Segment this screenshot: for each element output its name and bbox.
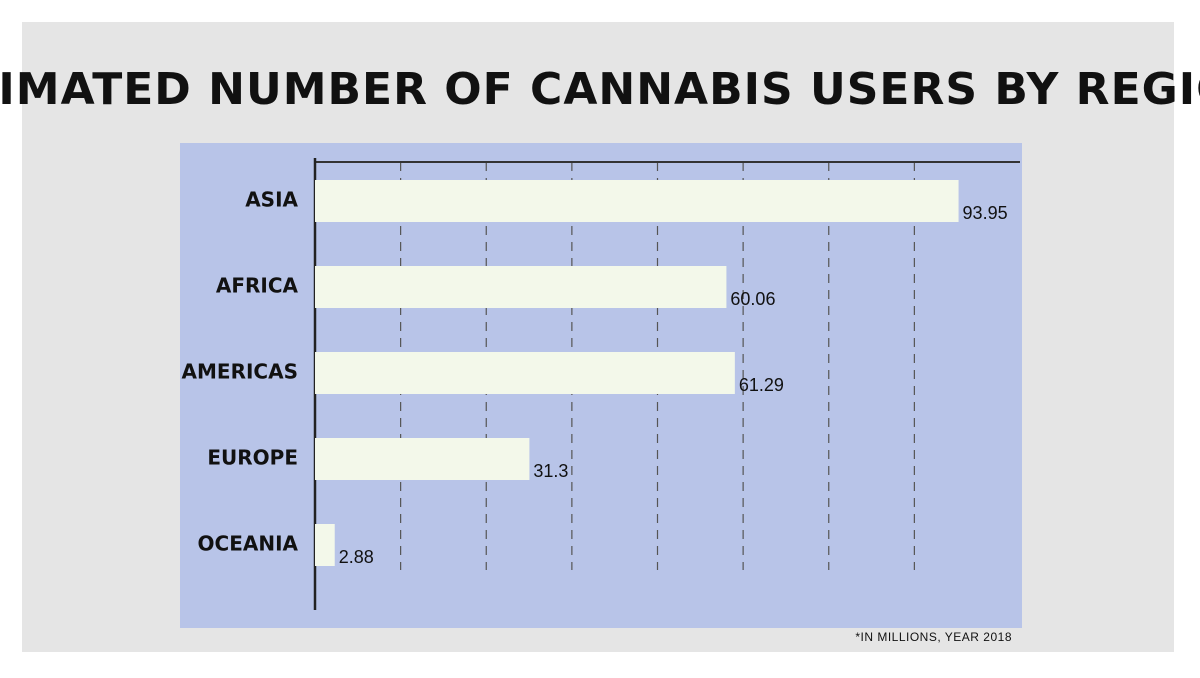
- category-label: ASIA: [245, 188, 298, 212]
- bar: [315, 438, 530, 480]
- footnote: *IN MILLIONS, YEAR 2018: [855, 630, 1012, 644]
- value-label: 2.88: [339, 547, 374, 567]
- value-label: 61.29: [739, 375, 784, 395]
- bar: [315, 352, 735, 394]
- bar: [315, 266, 727, 308]
- value-label: 31.3: [533, 461, 568, 481]
- category-label: OCEANIA: [198, 532, 299, 556]
- value-label: 93.95: [963, 203, 1008, 223]
- value-label: 60.06: [730, 289, 775, 309]
- category-label: EUROPE: [207, 446, 298, 470]
- category-label: AMERICAS: [182, 360, 298, 384]
- category-label: AFRICA: [216, 274, 299, 298]
- bar: [315, 180, 959, 222]
- chart-title: ESTIMATED NUMBER OF CANNABIS USERS BY RE…: [0, 64, 1200, 115]
- bar: [315, 524, 335, 566]
